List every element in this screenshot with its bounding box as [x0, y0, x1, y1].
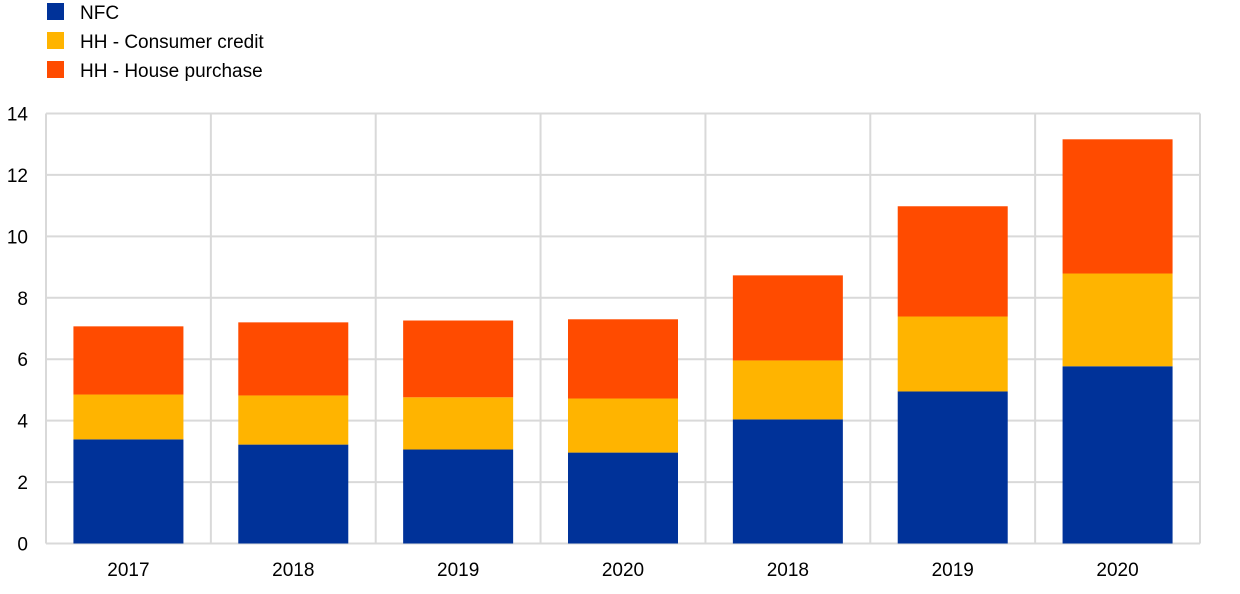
x-tick-label: 2018 [767, 560, 809, 581]
bar-segment-hh-house-purchase [238, 322, 349, 396]
bar-segment-hh-house-purchase [897, 206, 1008, 317]
bar-segment-nfc [897, 391, 1008, 544]
y-tick-label: 0 [17, 535, 28, 556]
bar-segment-nfc [73, 439, 184, 544]
x-tick-label: 2019 [932, 560, 974, 581]
x-axis-ticks: 2017 2018 2019 2020 2018 2019 2020 [107, 560, 1138, 581]
x-tick-label: 2020 [602, 560, 644, 581]
x-tick-label: 2020 [1096, 560, 1138, 581]
bar-segment-nfc [403, 449, 514, 544]
bar-segment-hh-consumer-credit [73, 394, 184, 440]
bar-segment-hh-consumer-credit [238, 395, 349, 445]
bar-segment-hh-house-purchase [403, 320, 514, 398]
y-tick-label: 6 [17, 350, 28, 371]
legend-label: HH - Consumer credit [80, 32, 264, 53]
y-tick-label: 2 [17, 473, 28, 494]
x-tick-label: 2018 [272, 560, 314, 581]
legend-label: NFC [80, 3, 119, 24]
bar-segment-hh-consumer-credit [568, 398, 678, 453]
bar-segment-nfc [732, 419, 843, 544]
bar-segment-hh-house-purchase [73, 326, 184, 395]
bar-segment-nfc [238, 444, 349, 544]
legend: NFC HH - Consumer credit HH - House purcha… [47, 3, 264, 82]
y-tick-label: 8 [17, 289, 28, 310]
bar-segment-hh-consumer-credit [732, 360, 843, 420]
bar-segment-hh-consumer-credit [403, 397, 514, 450]
legend-swatch [47, 61, 64, 78]
y-tick-label: 14 [7, 105, 29, 126]
bar-segment-nfc [568, 452, 678, 544]
y-axis-ticks: 0 2 4 6 8 10 12 14 [7, 105, 29, 556]
bar-segment-hh-consumer-credit [897, 316, 1008, 392]
y-tick-label: 4 [17, 412, 28, 433]
bar-segment-hh-house-purchase [568, 319, 678, 399]
legend-swatch [47, 32, 64, 49]
legend-label: HH - House purchase [80, 61, 263, 82]
bar-segment-hh-house-purchase [1062, 139, 1173, 274]
bar-segment-hh-consumer-credit [1062, 273, 1173, 367]
x-tick-label: 2017 [107, 560, 149, 581]
y-tick-label: 12 [7, 166, 28, 187]
bar-segment-hh-house-purchase [732, 275, 843, 361]
y-tick-label: 10 [7, 227, 28, 248]
legend-swatch [47, 3, 64, 20]
x-tick-label: 2019 [437, 560, 479, 581]
bar-segment-nfc [1062, 366, 1173, 544]
bars [73, 139, 1173, 544]
